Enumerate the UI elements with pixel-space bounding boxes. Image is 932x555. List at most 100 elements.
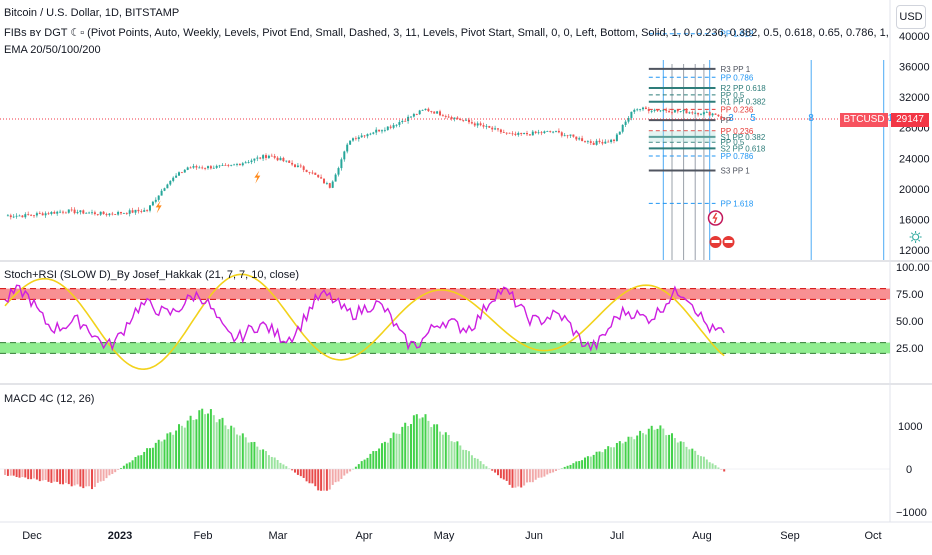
macd-bar xyxy=(82,469,85,489)
candle-body xyxy=(363,135,366,137)
macd-bar xyxy=(650,425,653,469)
macd-bar xyxy=(180,425,183,469)
candle-body xyxy=(415,114,418,115)
macd-pane[interactable] xyxy=(0,408,890,491)
macd-bar xyxy=(642,433,644,469)
candle-body xyxy=(169,180,172,185)
candle-body xyxy=(41,213,44,216)
event-icons[interactable] xyxy=(155,170,922,248)
macd-bar xyxy=(665,435,668,469)
stoch-indicator-legend[interactable]: Stoch+RSI (SLOW D)_By Josef_Hakkak (21, … xyxy=(4,269,299,281)
lightning-icon xyxy=(254,170,261,184)
candle-body xyxy=(311,172,314,174)
macd-bar xyxy=(270,456,273,469)
candle-body xyxy=(215,165,218,168)
fibs-indicator-legend[interactable]: FIBs ʙʏ DGT ☾▫ (Pivot Points, Auto, Week… xyxy=(4,27,890,39)
candle-body xyxy=(259,157,262,159)
macd-bar xyxy=(192,420,195,469)
macd-bar xyxy=(331,469,334,485)
macd-bar xyxy=(21,469,24,478)
macd-bar xyxy=(456,441,459,469)
macd-bar xyxy=(259,449,262,469)
candle-body xyxy=(526,133,528,135)
candle-body xyxy=(270,155,273,157)
macd-bar xyxy=(685,446,688,469)
pivot-level-label: R3 PP 1 xyxy=(721,65,751,74)
macd-bar xyxy=(610,447,613,469)
candle-body xyxy=(676,109,679,112)
macd-bar xyxy=(639,430,642,469)
stoch-tick-label: 75.00 xyxy=(896,289,924,301)
ema-indicator-legend[interactable]: EMA 20/50/100/200 xyxy=(4,44,101,56)
macd-bar xyxy=(6,469,9,476)
candle-body xyxy=(212,167,215,169)
macd-bar xyxy=(230,425,233,469)
candle-body xyxy=(267,155,270,158)
currency-button[interactable]: USD xyxy=(896,5,926,29)
macd-bar xyxy=(360,461,363,469)
candle-body xyxy=(723,118,726,120)
candle-body xyxy=(555,130,557,132)
macd-bar xyxy=(439,431,441,469)
macd-bar xyxy=(151,447,154,469)
candle-body xyxy=(131,210,134,213)
macd-bar xyxy=(262,449,265,469)
macd-indicator-legend[interactable]: MACD 4C (12, 26) xyxy=(4,393,95,405)
candle-body xyxy=(636,109,639,111)
macd-bar xyxy=(714,465,717,469)
macd-bar xyxy=(668,434,671,469)
pivot-level-label: S3 PP 1 xyxy=(721,167,751,176)
stoch-rsi-pane[interactable] xyxy=(0,273,890,371)
macd-bar xyxy=(581,460,584,469)
candle-body xyxy=(717,114,720,117)
macd-bar xyxy=(494,469,497,473)
macd-bar xyxy=(204,414,207,469)
stoch-axis[interactable]: 100.00 75.00 50.00 25.00 xyxy=(896,262,930,355)
candle-body xyxy=(665,110,668,112)
macd-bar xyxy=(149,448,151,469)
candle-body xyxy=(697,112,700,115)
candle-body xyxy=(93,212,96,215)
macd-axis[interactable]: 1000 0 −1000 xyxy=(896,421,927,519)
macd-bar xyxy=(160,441,163,469)
macd-bar xyxy=(334,469,337,483)
candle-body xyxy=(70,209,73,211)
macd-bar xyxy=(485,466,488,469)
candle-body xyxy=(514,133,517,135)
candle-body xyxy=(221,165,224,166)
candle-body xyxy=(673,109,676,113)
candle-body xyxy=(160,190,163,196)
candle-body xyxy=(540,132,543,134)
pivot-zone xyxy=(648,130,716,143)
candle-body xyxy=(352,138,354,141)
candle-body xyxy=(62,211,64,213)
candle-body xyxy=(288,160,291,163)
macd-bar xyxy=(389,438,392,469)
macd-bar xyxy=(630,436,633,469)
candle-body xyxy=(456,117,459,120)
candle-body xyxy=(67,209,70,213)
candles[interactable] xyxy=(6,106,726,220)
symbol-title[interactable]: Bitcoin / U.S. Dollar, 1D, BITSTAMP xyxy=(4,7,180,19)
time-axis[interactable]: Dec 2023 Feb Mar Apr May Jun Jul Aug Sep Oct xyxy=(22,530,881,542)
sun-ray xyxy=(911,239,914,242)
macd-bar xyxy=(601,452,604,469)
macd-bar xyxy=(404,422,407,469)
date-tick-label: Mar xyxy=(269,530,288,542)
macd-bar xyxy=(207,413,209,469)
candle-body xyxy=(64,212,67,214)
candle-body xyxy=(15,215,18,217)
macd-bar xyxy=(294,469,296,473)
candle-body xyxy=(35,213,38,216)
candle-body xyxy=(96,214,99,215)
candle-body xyxy=(198,167,201,169)
macd-bar xyxy=(172,434,175,469)
macd-bar xyxy=(586,456,589,469)
macd-bar xyxy=(589,456,592,469)
candle-body xyxy=(154,199,157,202)
macd-bar xyxy=(595,451,598,469)
